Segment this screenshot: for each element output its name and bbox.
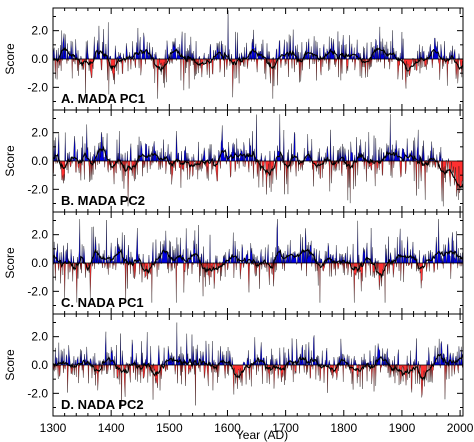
x-tick-label: 1600 — [214, 421, 241, 435]
series-fill — [53, 10, 463, 99]
panels: -2.0 0.0 2.0 Score A. MADA PC1 -2.0 0.0 2.0 Scor… — [3, 7, 464, 417]
y-tick-label: -2.0 — [27, 386, 48, 400]
panel-3: -2.0 0.0 2.0 Score C. NADA PC1 — [3, 211, 464, 315]
panel-2: -2.0 0.0 2.0 Score B. MADA PC2 — [3, 109, 464, 213]
panel-1: -2.0 0.0 2.0 Score A. MADA PC1 — [3, 7, 464, 111]
x-tick-label: 1500 — [156, 421, 183, 435]
y-tick-label: -2.0 — [27, 80, 48, 94]
y-tick-label: -2.0 — [27, 182, 48, 196]
smoothed-series-line — [53, 145, 463, 189]
series-fill — [53, 114, 463, 207]
positive-area — [53, 10, 463, 60]
y-axis-title: Score — [3, 145, 17, 177]
panel-label: D. NADA PC2 — [61, 397, 144, 412]
y-axis-title: Score — [3, 43, 17, 75]
series-fill — [53, 322, 463, 408]
panel-label: B. MADA PC2 — [61, 193, 145, 208]
x-tick-label: 1300 — [40, 421, 67, 435]
x-tick-label: 2000 — [447, 421, 474, 435]
y-tick-label: -2.0 — [27, 284, 48, 298]
panel-4: -2.0 0.0 2.0 Score D. NADA PC2 — [3, 313, 464, 417]
y-tick-label: 2.0 — [31, 228, 48, 242]
negative-area — [53, 365, 463, 408]
annual-series-line — [53, 114, 463, 207]
x-tick-label: 1900 — [389, 421, 416, 435]
x-tick-label: 1800 — [330, 421, 357, 435]
panel-label: C. NADA PC1 — [61, 295, 144, 310]
annual-series-line — [53, 322, 463, 408]
y-axis-title: Score — [3, 247, 17, 279]
y-tick-label: 2.0 — [31, 330, 48, 344]
y-tick-label: 0.0 — [31, 358, 48, 372]
x-axis: 1300 1400 1500 1600 1700 1800 1900 2000 — [40, 421, 474, 435]
series-fill — [53, 219, 463, 303]
x-tick-label: 1700 — [272, 421, 299, 435]
annual-series-line — [53, 219, 463, 303]
y-tick-label: 0.0 — [31, 256, 48, 270]
x-axis-title: Year (AD) — [236, 428, 288, 442]
positive-area — [53, 114, 463, 161]
y-tick-label: 2.0 — [31, 126, 48, 140]
x-tick-label: 1400 — [98, 421, 125, 435]
y-tick-label: 0.0 — [31, 154, 48, 168]
y-tick-label: 2.0 — [31, 24, 48, 38]
smoothed-series-line — [53, 248, 463, 279]
panel-label: A. MADA PC1 — [61, 91, 145, 106]
y-tick-label: 0.0 — [31, 52, 48, 66]
y-axis-title: Score — [3, 349, 17, 381]
smoothed-series-line — [53, 46, 463, 73]
smoothed-series-line — [53, 352, 463, 382]
